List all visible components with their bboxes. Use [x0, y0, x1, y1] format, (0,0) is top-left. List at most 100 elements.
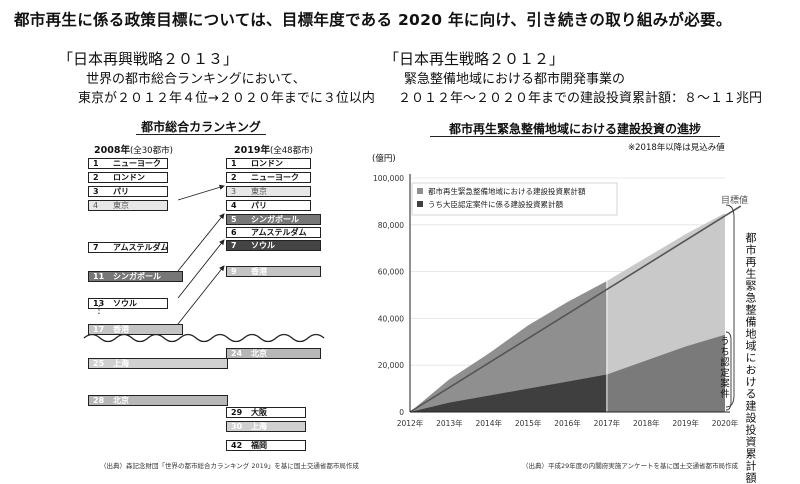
chart-title: 都市再生緊急整備地域における建設投資の進捗	[448, 122, 701, 136]
ranking-2008-rank-city: 東京	[113, 201, 129, 210]
ranking-2019-rank-box: 1 ロンドン	[226, 158, 311, 169]
ranking-2019-rank-box: 30 上海	[226, 421, 306, 432]
target-label: 目標値	[721, 194, 748, 206]
approved-cases-vertical-label: うち認定案件	[718, 336, 729, 399]
x-tick-label: 2012年	[397, 418, 424, 428]
x-tick-label: 2016年	[554, 418, 581, 428]
column-header-2019-year: 2019年	[234, 145, 270, 156]
ranking-section-title: 都市総合カランキング	[141, 120, 261, 134]
ranking-2008-rank-box: 13 ソウル	[88, 298, 168, 309]
ranking-2019-rank-box: 5 シンガポール	[226, 214, 321, 225]
ranking-2019-rank-number: 29	[231, 408, 243, 417]
ranking-2019-rank-number: 30	[231, 422, 243, 431]
x-tick-label: 2018年	[633, 418, 660, 428]
ranking-2019-rank-number: 4	[231, 201, 237, 210]
ranking-2019-rank-city: 福岡	[251, 441, 267, 450]
approved-bracket	[725, 331, 732, 411]
series-approved-area-actual	[410, 374, 607, 412]
x-tick-label: 2019年	[672, 418, 699, 428]
ranking-2019-rank-number: 2	[231, 173, 237, 182]
ranking-2008-rank-number: 3	[93, 187, 99, 196]
ranking-2008-rank-number: 28	[93, 396, 105, 405]
x-tick-label: 2017年	[594, 418, 621, 428]
ranking-2008-rank-box: 2 ロンドン	[88, 172, 168, 183]
right-strategy-line1: 緊急整備地域における都市開発事業の	[404, 72, 626, 87]
target-line	[409, 205, 742, 413]
chart-title-underline	[430, 136, 720, 137]
ranking-2008-rank-number: 7	[93, 243, 99, 252]
y-tick-label: 80,000	[378, 221, 404, 230]
ranking-2019-rank-city: 大阪	[251, 408, 267, 417]
right-source-note: （出典）平成29年度の内閣府実施アンケートを基に国土交通省都市局作成	[522, 462, 739, 470]
y-tick-label: 0	[399, 408, 404, 417]
ranking-2019-rank-city: パリ	[251, 201, 267, 210]
ranking-2019-rank-box: 29 大阪	[226, 407, 306, 418]
x-tick-label: 2013年	[436, 418, 463, 428]
ranking-2019-rank-number: 24	[231, 349, 243, 358]
ranking-2008-rank-number: 25	[93, 359, 105, 368]
ranking-2008-rank-number: 17	[93, 325, 105, 334]
ranking-2008-rank-city: ソウル	[113, 299, 137, 308]
ranking-2019-rank-box: 6 アムステルダム	[226, 227, 321, 238]
legend-label: うち大臣認定案件に係る建設投資累計額	[428, 199, 563, 209]
right-strategy-title: 「日本再生戦略２０１２」	[384, 50, 565, 68]
ranking-2008-rank-city: アムステルダム	[113, 243, 168, 252]
ranking-2008-rank-city: ロンドン	[113, 173, 145, 182]
ranking-2019-rank-number: 3	[231, 187, 237, 196]
ranking-2019-rank-number: 7	[231, 241, 237, 250]
ranking-2019-rank-city: ニューヨーク	[251, 173, 299, 182]
y-tick-label: 100,000	[373, 174, 404, 183]
ranking-2019-rank-city: 北京	[251, 349, 267, 358]
ranking-ellipsis: ⋮	[94, 305, 104, 316]
series-total-area-actual	[410, 280, 607, 412]
column-header-2008-note: (全30都市)	[129, 146, 173, 156]
ranking-2019-rank-box: 9 香港	[226, 266, 321, 277]
ranking-2019-rank-city: 香港	[251, 267, 267, 276]
ranking-2019-rank-box: 7 ソウル	[226, 240, 321, 251]
left-strategy-line1: 世界の都市総合ランキングにおいて、	[86, 72, 306, 87]
legend-label: 都市再生緊急整備地域における建設投資累計額	[428, 186, 586, 196]
arrow-tokyo	[177, 184, 225, 201]
ranking-2019-rank-city: ロンドン	[251, 159, 283, 168]
right-strategy-line2: ２０１２年～２０２０年までの建設投資累計額：８～１１兆円	[398, 91, 763, 106]
ranking-2019-rank-box: 42 福岡	[226, 440, 306, 451]
column-header-2019: 2019年(全48都市)	[234, 142, 313, 156]
ranking-2008-rank-box: 17 香港	[88, 324, 183, 335]
chart-forecast-note: ※2018年以降は見込み値	[628, 143, 725, 153]
left-source-note: （出典）森記念財団「世界の都市総合カランキング 2019」を基に国土交通省都市局…	[100, 462, 359, 470]
y-tick-label: 60,000	[378, 268, 404, 277]
column-header-2019-note: (全48都市)	[269, 146, 313, 156]
ranking-2008-rank-box: 4 東京	[88, 200, 168, 211]
y-tick-label: 40,000	[378, 314, 404, 323]
ranking-2008-rank-city: ニューヨーク	[113, 159, 161, 168]
ranking-2008-rank-city: 上海	[113, 359, 129, 368]
ranking-connectors	[83, 184, 325, 343]
ranking-2008-rank-box: 28 北京	[88, 395, 228, 406]
y-tick-label: 20,000	[378, 361, 404, 370]
cumulative-investment-vertical-label: 都市再生緊急整備地域における建設投資累計額	[744, 232, 757, 484]
legend-box	[411, 182, 618, 216]
ranking-2008-rank-box: 11 シンガポール	[88, 271, 183, 282]
series-approved-area-forecast	[606, 334, 725, 412]
x-tick-label: 2020年	[712, 418, 739, 428]
page-title: 都市再生に係る政策目標については、目標年度である 2020 年に向け、引き続きの…	[14, 11, 732, 29]
ranking-2019-rank-box: 4 パリ	[226, 200, 311, 211]
legend-swatch	[417, 188, 423, 194]
column-header-2008: 2008年(全30都市)	[94, 142, 173, 156]
ranking-2008-rank-number: 13	[93, 299, 105, 308]
ranking-2008-rank-box: 25 上海	[88, 358, 228, 369]
ranking-2008-rank-city: 香港	[113, 325, 129, 334]
arrow-hongkong	[177, 265, 225, 325]
ranking-2008-rank-box: 1 ニューヨーク	[88, 158, 168, 169]
ranking-2019-rank-city: 上海	[251, 422, 267, 431]
ranking-2008-rank-number: 1	[93, 159, 99, 168]
left-strategy-line2: 東京が２０１２年４位→２０２０年までに３位以内	[78, 91, 375, 106]
ranking-2019-rank-box: 24 北京	[226, 348, 321, 359]
ranking-2019-rank-city: シンガポール	[251, 215, 299, 224]
chart-y-unit-label: (億円)	[372, 154, 396, 164]
ranking-2008-rank-box: 3 パリ	[88, 186, 168, 197]
ranking-2019-rank-number: 1	[231, 159, 237, 168]
ranking-2019-rank-number: 9	[231, 267, 237, 276]
ranking-2019-rank-number: 5	[231, 215, 237, 224]
left-strategy-title: 「日本再興戦略２０１３」	[58, 50, 239, 68]
